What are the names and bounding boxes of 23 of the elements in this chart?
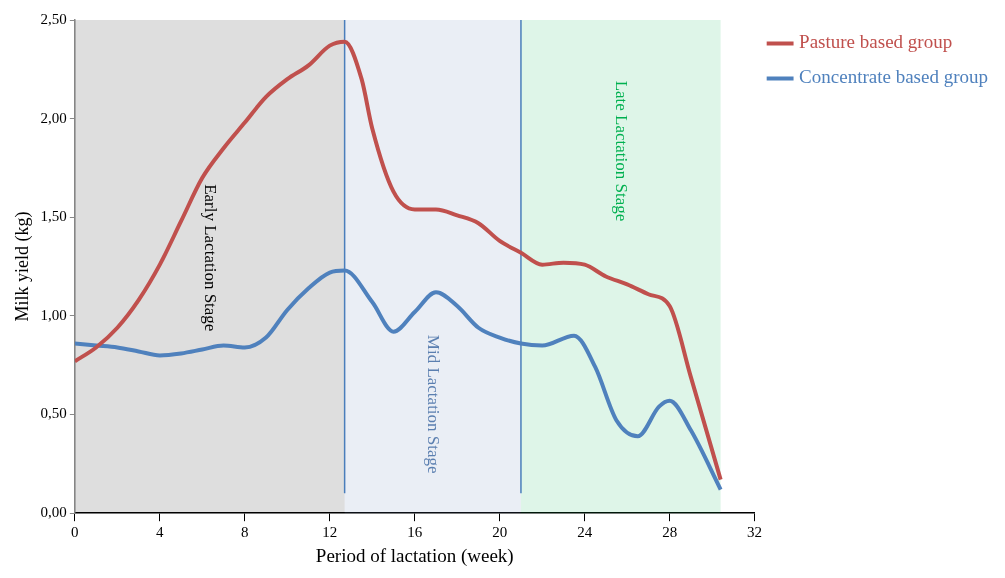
x-tick-label: 32 bbox=[747, 524, 763, 541]
x-tick-label: 16 bbox=[407, 524, 423, 541]
x-tick-label: 8 bbox=[241, 524, 249, 541]
y-tick-label: 2,00 bbox=[40, 109, 67, 126]
x-tick-label: 4 bbox=[156, 524, 165, 541]
y-tick-label: 1,50 bbox=[40, 208, 67, 225]
band-label: Late Lactation Stage bbox=[612, 80, 632, 222]
x-axis-title: Period of lactation (week) bbox=[315, 544, 514, 567]
legend-label: Concentrate based group bbox=[799, 66, 989, 88]
x-tick-label: 20 bbox=[492, 524, 508, 541]
x-tick-label: 12 bbox=[322, 524, 338, 541]
x-tick-label: 0 bbox=[71, 524, 79, 541]
legend-label: Pasture based group bbox=[799, 31, 953, 53]
x-tick-label: 24 bbox=[577, 524, 593, 541]
band-label: Early Lactation Stage bbox=[201, 184, 221, 332]
x-tick-label: 28 bbox=[662, 524, 678, 541]
y-tick-label: 1,00 bbox=[40, 306, 67, 323]
y-tick-label: 0,00 bbox=[40, 504, 67, 521]
y-axis-title: Milk yield (kg) bbox=[11, 211, 33, 322]
band-label: Mid Lactation Stage bbox=[424, 334, 444, 474]
y-tick-label: 0,50 bbox=[40, 405, 67, 422]
line-series bbox=[74, 39, 723, 482]
y-tick-label: 2,50 bbox=[40, 10, 67, 27]
